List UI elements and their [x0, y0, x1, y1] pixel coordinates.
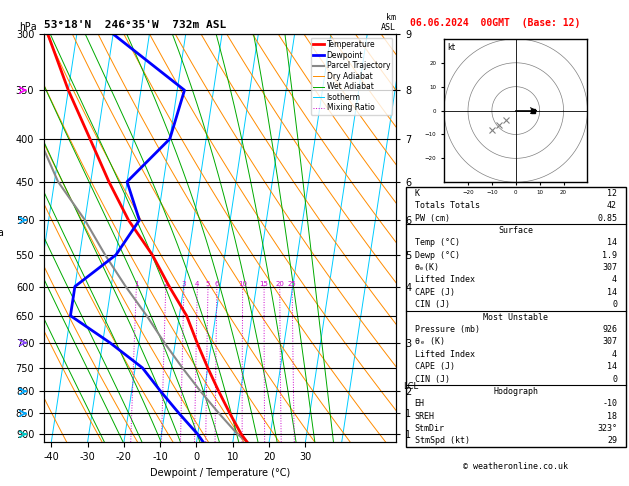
Text: CAPE (J): CAPE (J): [415, 288, 455, 297]
Text: 53°18'N  246°35'W  732m ASL: 53°18'N 246°35'W 732m ASL: [44, 20, 226, 31]
Text: Dewp (°C): Dewp (°C): [415, 251, 460, 260]
Text: 0: 0: [612, 375, 617, 383]
Text: Temp (°C): Temp (°C): [415, 238, 460, 247]
Legend: Temperature, Dewpoint, Parcel Trajectory, Dry Adiabat, Wet Adiabat, Isotherm, Mi: Temperature, Dewpoint, Parcel Trajectory…: [311, 38, 392, 115]
Text: -10: -10: [602, 399, 617, 408]
Text: 4: 4: [195, 280, 199, 287]
Text: 42: 42: [607, 201, 617, 210]
Text: StmDir: StmDir: [415, 424, 445, 433]
Text: 15: 15: [260, 280, 269, 287]
Text: K: K: [415, 189, 420, 198]
Text: 5: 5: [206, 280, 210, 287]
Text: SREH: SREH: [415, 412, 435, 421]
Text: θₑ (K): θₑ (K): [415, 337, 445, 347]
Text: Totals Totals: Totals Totals: [415, 201, 479, 210]
Text: 1.9: 1.9: [602, 251, 617, 260]
Text: Lifted Index: Lifted Index: [415, 350, 474, 359]
Text: θₑ(K): θₑ(K): [415, 263, 440, 272]
Text: Pressure (mb): Pressure (mb): [415, 325, 479, 334]
Text: 307: 307: [602, 263, 617, 272]
Text: 10: 10: [238, 280, 247, 287]
Text: CAPE (J): CAPE (J): [415, 362, 455, 371]
Text: 18: 18: [607, 412, 617, 421]
Text: 0: 0: [612, 300, 617, 309]
Text: 14: 14: [607, 362, 617, 371]
Text: Lifted Index: Lifted Index: [415, 276, 474, 284]
Text: 20: 20: [276, 280, 284, 287]
Text: km
ASL: km ASL: [381, 13, 396, 32]
Text: 14: 14: [607, 288, 617, 297]
Text: LCL: LCL: [403, 382, 418, 391]
Text: Surface: Surface: [498, 226, 533, 235]
Text: kt: kt: [447, 43, 455, 52]
Text: EH: EH: [415, 399, 425, 408]
Y-axis label: hPa: hPa: [0, 228, 4, 238]
Text: StmSpd (kt): StmSpd (kt): [415, 436, 469, 446]
Text: 0.85: 0.85: [597, 213, 617, 223]
Text: 12: 12: [607, 189, 617, 198]
Text: 3: 3: [182, 280, 186, 287]
Text: 926: 926: [602, 325, 617, 334]
Text: 1: 1: [134, 280, 138, 287]
X-axis label: Dewpoint / Temperature (°C): Dewpoint / Temperature (°C): [150, 468, 290, 478]
Text: Hodograph: Hodograph: [493, 387, 538, 396]
Text: 307: 307: [602, 337, 617, 347]
Text: 6: 6: [214, 280, 219, 287]
Text: 4: 4: [612, 276, 617, 284]
Text: Most Unstable: Most Unstable: [483, 312, 548, 322]
Text: CIN (J): CIN (J): [415, 375, 450, 383]
Text: 29: 29: [607, 436, 617, 446]
Text: 2: 2: [164, 280, 168, 287]
Text: 06.06.2024  00GMT  (Base: 12): 06.06.2024 00GMT (Base: 12): [410, 18, 581, 28]
Text: CIN (J): CIN (J): [415, 300, 450, 309]
Text: PW (cm): PW (cm): [415, 213, 450, 223]
Text: 4: 4: [612, 350, 617, 359]
Text: © weatheronline.co.uk: © weatheronline.co.uk: [464, 462, 568, 471]
Text: 14: 14: [607, 238, 617, 247]
Text: 25: 25: [288, 280, 297, 287]
Text: hPa: hPa: [19, 22, 37, 32]
Text: 323°: 323°: [597, 424, 617, 433]
